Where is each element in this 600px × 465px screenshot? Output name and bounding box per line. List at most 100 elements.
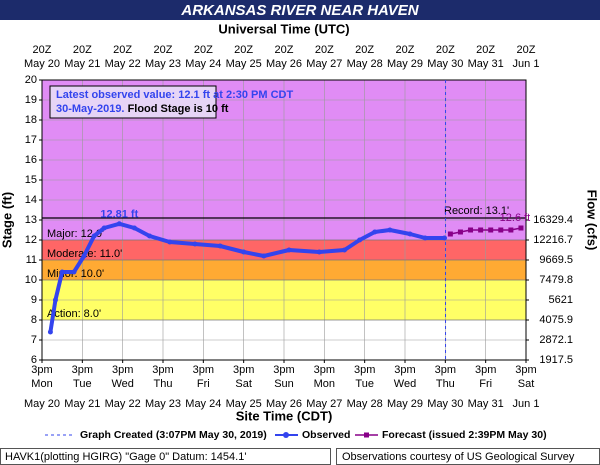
- chart-title: ARKANSAS RIVER NEAR HAVEN: [180, 2, 419, 19]
- forecast-crest-label: 12.6 ft: [500, 212, 531, 224]
- y2-tick-label: 2872.1: [539, 334, 573, 346]
- bottom-tick-date: May 31: [468, 398, 504, 410]
- bottom-tick-time: 3pm: [273, 364, 294, 376]
- legend-entry: Observed: [302, 429, 350, 441]
- bottom-tick-time: 3pm: [233, 364, 254, 376]
- top-tick-date: May 28: [347, 58, 383, 70]
- top-tick-time: 20Z: [154, 44, 173, 56]
- y2-tick-label: 12216.7: [533, 234, 573, 246]
- bottom-tick-time: 3pm: [475, 364, 496, 376]
- bottom-tick-weekday: Wed: [394, 378, 416, 390]
- observed-point: [241, 249, 247, 255]
- bottom-tick-time: 3pm: [515, 364, 536, 376]
- flood-level-label: Major: 12.0': [47, 228, 104, 240]
- bottom-tick-weekday: Sun: [274, 378, 294, 390]
- top-tick-time: 20Z: [33, 44, 52, 56]
- y-tick-label: 15: [25, 174, 37, 186]
- top-tick-time: 20Z: [194, 44, 213, 56]
- observed-point: [91, 233, 97, 239]
- peak-label: 12.81 ft: [100, 209, 138, 221]
- observed-point: [422, 235, 428, 241]
- top-tick-time: 20Z: [517, 44, 536, 56]
- y-tick-label: 14: [25, 194, 37, 206]
- bottom-tick-date: May 23: [145, 398, 181, 410]
- top-tick-time: 20Z: [113, 44, 132, 56]
- bottom-tick-date: May 25: [226, 398, 262, 410]
- forecast-point: [508, 227, 514, 233]
- bottom-tick-time: 3pm: [193, 364, 214, 376]
- top-tick-date: May 20: [24, 58, 60, 70]
- info-date: 30-May-2019.: [56, 103, 125, 115]
- top-tick-date: May 21: [64, 58, 100, 70]
- top-tick-time: 20Z: [396, 44, 415, 56]
- y-tick-label: 11: [26, 254, 37, 266]
- bottom-tick-time: 3pm: [72, 364, 93, 376]
- y-tick-label: 9: [31, 294, 37, 306]
- bottom-tick-date: May 21: [64, 398, 100, 410]
- top-tick-time: 20Z: [355, 44, 374, 56]
- bottom-tick-date: May 24: [185, 398, 221, 410]
- y-tick-label: 18: [25, 114, 37, 126]
- observed-point: [387, 227, 393, 233]
- observed-point: [116, 221, 122, 227]
- observed-point: [59, 269, 65, 275]
- y-tick-label: 6: [31, 354, 37, 366]
- observed-line: [48, 221, 445, 333]
- top-tick-date: May 31: [468, 58, 504, 70]
- bottom-tick-time: 3pm: [152, 364, 173, 376]
- top-tick-time: 20Z: [234, 44, 253, 56]
- observed-point: [131, 225, 137, 231]
- y2-tick-label: 7479.8: [539, 274, 573, 286]
- footer-left: HAVK1(plotting HGIRG) "Gage 0" Datum: 14…: [5, 451, 246, 463]
- top-tick-time: 20Z: [436, 44, 455, 56]
- y2-tick-label: 9669.5: [539, 254, 573, 266]
- bottom-tick-date: May 30: [427, 398, 463, 410]
- observed-point: [261, 253, 267, 259]
- bottom-tick-weekday: Mon: [31, 378, 52, 390]
- legend-forecast-icon: [364, 432, 369, 438]
- observed-point: [441, 235, 447, 241]
- flood-level-label: Action: 8.0': [47, 308, 101, 320]
- title-bar: [0, 0, 600, 20]
- info-box: [49, 85, 217, 119]
- forecast-point: [498, 227, 504, 233]
- legend-entry: Forecast (issued 2:39PM May 30): [382, 429, 547, 441]
- observed-point: [81, 253, 87, 259]
- bottom-tick-weekday: Fri: [479, 378, 492, 390]
- y-tick-label: 13: [25, 214, 37, 226]
- top-tick-time: 20Z: [476, 44, 495, 56]
- observed-point: [192, 241, 198, 247]
- bottom-tick-date: May 20: [24, 398, 60, 410]
- forecast-point: [468, 227, 474, 233]
- x-axis-title: Site Time (CDT): [236, 408, 333, 423]
- bottom-tick-date: May 27: [306, 398, 342, 410]
- bottom-tick-time: 3pm: [314, 364, 335, 376]
- top-tick-time: 20Z: [73, 44, 92, 56]
- bottom-tick-weekday: Thu: [154, 378, 173, 390]
- forecast-point: [488, 227, 494, 233]
- legend-observed-icon: [283, 432, 289, 438]
- top-tick-date: May 24: [185, 58, 221, 70]
- info-line: Latest observed value: 12.1 ft at 2:30 P…: [56, 89, 293, 101]
- bottom-tick-time: 3pm: [354, 364, 375, 376]
- bottom-tick-time: 3pm: [394, 364, 415, 376]
- footer-right: Observations courtesy of US Geological S…: [342, 451, 575, 463]
- top-tick-date: May 30: [427, 58, 463, 70]
- y-tick-label: 7: [31, 334, 37, 346]
- plot-border: [41, 79, 527, 361]
- y2-tick-label: 4075.9: [539, 314, 573, 326]
- bottom-tick-weekday: Fri: [197, 378, 210, 390]
- forecast-point: [447, 231, 453, 237]
- forecast-point: [457, 229, 463, 235]
- top-tick-time: 20Z: [315, 44, 334, 56]
- top-axis-title: Universal Time (UTC): [218, 21, 349, 36]
- y-tick-label: 19: [25, 94, 37, 106]
- bottom-tick-date: May 26: [266, 398, 302, 410]
- forecast-point: [518, 225, 524, 231]
- observed-point: [357, 237, 363, 243]
- y2-tick-label: 5621: [549, 294, 573, 306]
- bottom-tick-weekday: Thu: [436, 378, 455, 390]
- forecast-point: [478, 227, 484, 233]
- top-tick-date: May 29: [387, 58, 423, 70]
